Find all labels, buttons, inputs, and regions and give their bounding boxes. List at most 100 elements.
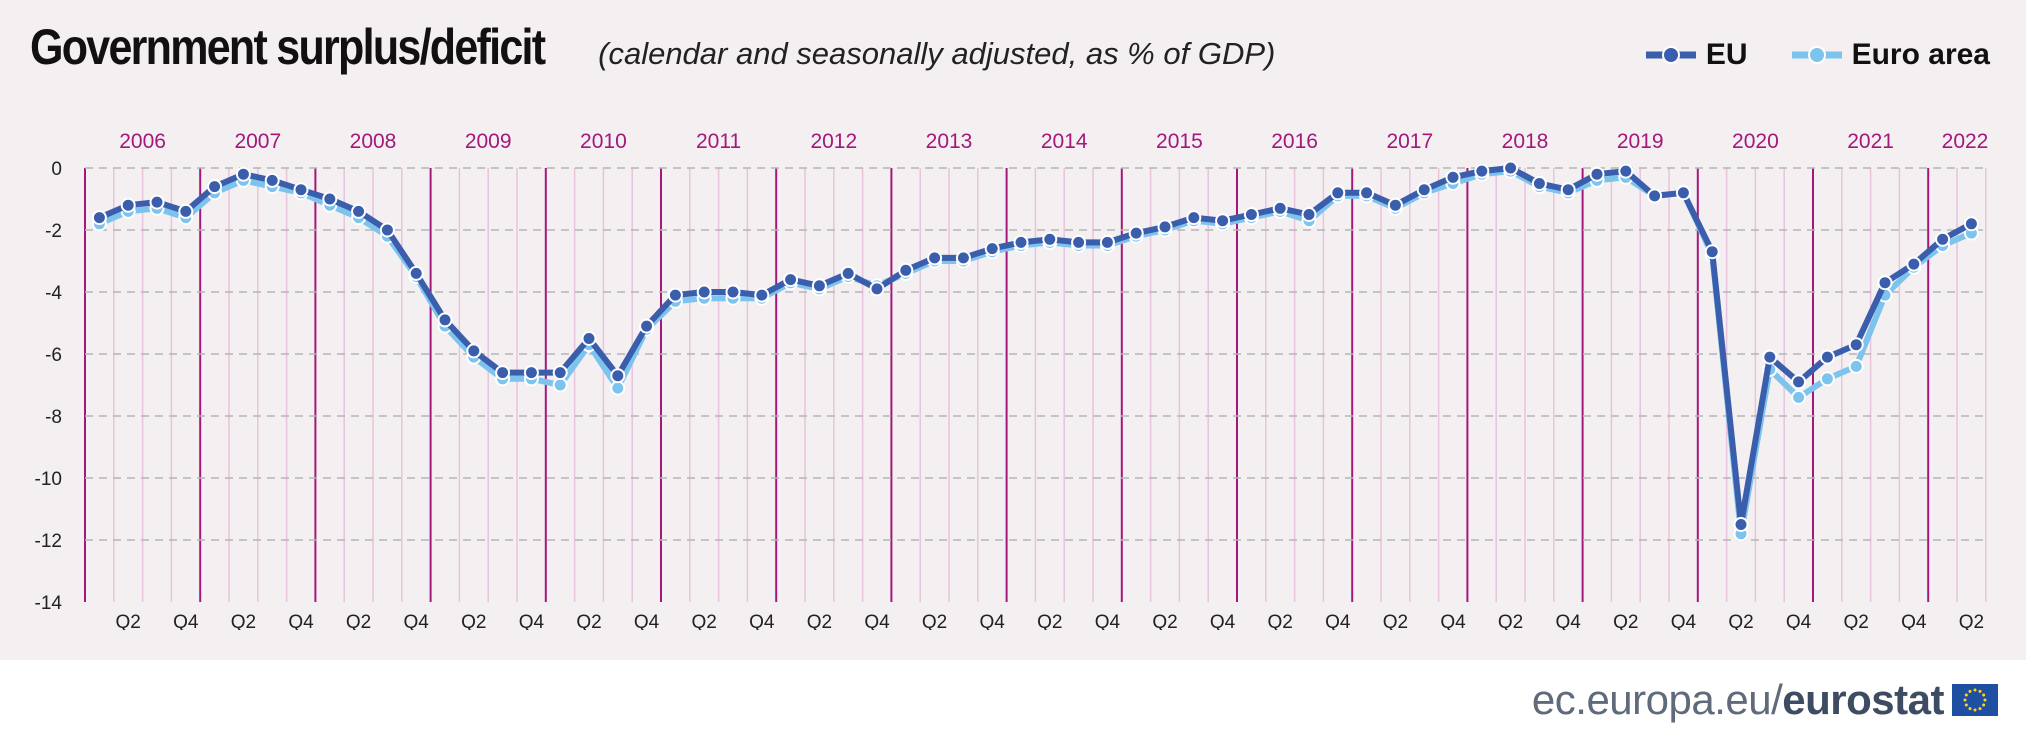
year-label: 2012 [810, 130, 857, 153]
data-point-eu [235, 166, 251, 182]
data-point-eu [351, 203, 367, 219]
data-point-eu [984, 241, 1000, 257]
data-point-eu [869, 281, 885, 297]
eu-flag-star [1982, 703, 1986, 707]
data-point-eu [1647, 188, 1663, 204]
data-point-eu [840, 265, 856, 281]
data-point-eu [1675, 185, 1691, 201]
data-point-eu [408, 265, 424, 281]
x-tick-label: Q4 [1556, 612, 1582, 630]
x-tick-label: Q4 [1786, 612, 1812, 630]
footer-brand: eurostat [1782, 676, 1944, 723]
year-label: 2014 [1041, 130, 1088, 153]
data-point-eu [1186, 210, 1202, 226]
x-tick-label: Q2 [1268, 612, 1293, 630]
y-tick-label: -4 [45, 283, 62, 304]
data-point-eu [1157, 219, 1173, 235]
data-point-eu [639, 318, 655, 334]
data-point-euro-area [1848, 358, 1864, 374]
legend-item-eu: EU [1644, 38, 1748, 72]
data-point-eu [1416, 182, 1432, 198]
data-point-eu [322, 191, 338, 207]
data-point-eu [1099, 234, 1115, 250]
x-tick-label: Q2 [346, 612, 371, 630]
year-label: 2022 [1942, 130, 1989, 153]
x-tick-label: Q4 [173, 612, 199, 630]
x-tick-label: Q4 [864, 612, 890, 630]
data-point-eu [927, 250, 943, 266]
data-point-eu [1848, 337, 1864, 353]
x-tick-label: Q4 [980, 612, 1006, 630]
x-tick-label: Q2 [231, 612, 256, 630]
eu-flag-star [1964, 693, 1968, 697]
y-tick-label: -6 [45, 345, 62, 366]
data-point-eu [1589, 166, 1605, 182]
year-label: 2019 [1617, 130, 1664, 153]
x-tick-label: Q2 [1959, 612, 1984, 630]
year-label: 2008 [350, 130, 397, 153]
data-point-eu [120, 197, 136, 213]
eu-flag-star [1978, 689, 1982, 693]
chart-panel [0, 0, 2026, 660]
data-point-euro-area [552, 377, 568, 393]
data-point-eu [610, 368, 626, 384]
eu-flag-star [1968, 689, 1972, 693]
x-tick-label: Q4 [1671, 612, 1697, 630]
data-point-eu [696, 284, 712, 300]
x-tick-label: Q2 [576, 612, 601, 630]
data-point-eu [1387, 197, 1403, 213]
data-point-eu [552, 365, 568, 381]
year-label: 2016 [1271, 130, 1318, 153]
data-point-eu [91, 210, 107, 226]
data-point-euro-area [1819, 371, 1835, 387]
data-point-eu [466, 343, 482, 359]
year-label: 2020 [1732, 130, 1779, 153]
x-tick-label: Q4 [519, 612, 545, 630]
x-tick-label: Q2 [692, 612, 717, 630]
data-point-eu [667, 287, 683, 303]
data-point-eu [437, 312, 453, 328]
data-point-eu [1042, 231, 1058, 247]
y-tick-label: -14 [35, 593, 63, 614]
data-point-eu [1877, 275, 1893, 291]
year-label: 2013 [926, 130, 973, 153]
data-point-eu [1013, 234, 1029, 250]
x-tick-label: Q4 [1095, 612, 1121, 630]
eu-flag-star [1973, 688, 1977, 692]
line-chart: 0 -2 -4 -6 -8 -10 -12 -14 2006 2007 2008 2009 2010 20… [35, 130, 1989, 630]
year-label: 2021 [1847, 130, 1894, 153]
footer-url-prefix: ec.europa.eu/ [1531, 676, 1783, 723]
data-point-eu [495, 365, 511, 381]
year-label: 2015 [1156, 130, 1203, 153]
data-point-eu [1071, 234, 1087, 250]
year-label: 2009 [465, 130, 512, 153]
y-tick-label: -10 [35, 469, 62, 490]
chart-title: Government surplus/deficit [30, 19, 546, 75]
data-point-eu [898, 262, 914, 278]
x-tick-label: Q2 [116, 612, 141, 630]
year-label: 2018 [1502, 130, 1549, 153]
x-tick-label: Q4 [404, 612, 430, 630]
legend: EU Euro area [1644, 38, 1990, 72]
eu-flag-star [1983, 698, 1987, 702]
eu-flag-icon [1952, 684, 1998, 716]
data-point-eu [1503, 160, 1519, 176]
data-point-eu [1301, 207, 1317, 222]
x-tick-label: Q4 [1901, 612, 1927, 630]
data-point-eu [1963, 216, 1979, 232]
footer-url: ec.europa.eu/eurostat [1531, 676, 1945, 724]
x-tick-label: Q2 [1037, 612, 1062, 630]
data-point-eu [523, 365, 539, 381]
data-point-euro-area [610, 380, 626, 396]
data-point-eu [1560, 182, 1576, 198]
data-point-eu [955, 250, 971, 266]
eu-flag-star [1982, 693, 1986, 697]
x-tick-label: Q2 [1383, 612, 1408, 630]
x-tick-label: Q2 [922, 612, 947, 630]
x-tick-label: Q4 [1440, 612, 1466, 630]
year-label: 2011 [696, 130, 741, 153]
x-tick-label: Q2 [1728, 612, 1753, 630]
x-tick-label: Q2 [1844, 612, 1869, 630]
data-point-eu [379, 222, 395, 238]
x-tick-label: Q2 [1498, 612, 1523, 630]
